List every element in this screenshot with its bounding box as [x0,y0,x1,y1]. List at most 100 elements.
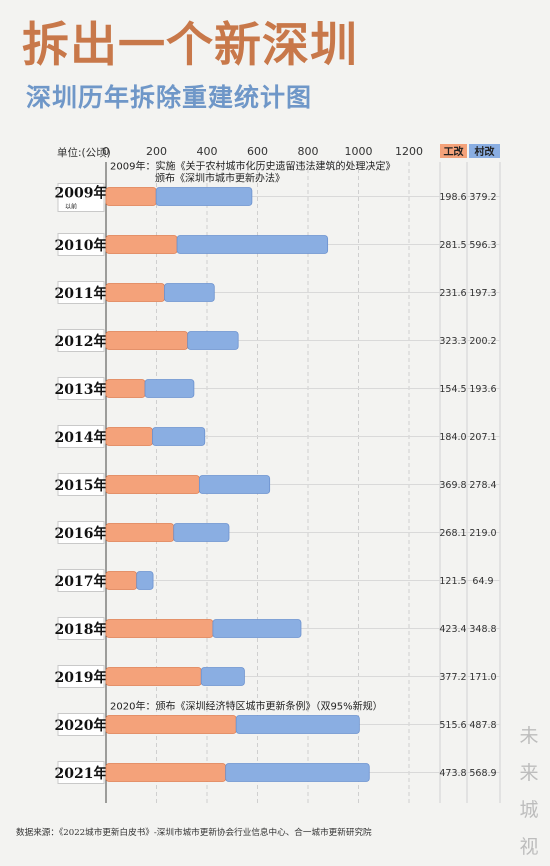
year-label-box [57,233,105,256]
year-label-box [57,281,105,304]
legend-swatch-village [469,144,500,158]
value-label-village: 278.4 [469,480,496,491]
value-label-industrial: 369.8 [439,480,466,491]
year-label: 2011年 [55,285,108,302]
x-tick-label: 1000 [345,145,373,158]
annotation-text: 颁布《深圳市城市更新办法》 [155,172,285,185]
value-label-village: 487.8 [469,720,496,731]
annotation-text: 2020年：颁布《深圳经济特区城市更新条例》（双95%新规） [110,700,383,713]
year-label-box [57,761,105,784]
bar-industrial [105,667,202,686]
value-label-village: 200.2 [469,336,496,347]
legend-label: 村改 [475,145,496,158]
value-label-village: 379.2 [469,192,496,203]
value-label-village: 219.0 [469,528,496,539]
value-label-village: 348.8 [469,624,496,635]
value-label-industrial: 473.8 [439,768,466,779]
year-label-box [57,713,105,736]
bar-village [212,619,302,638]
year-label: 2019年 [55,669,108,686]
bar-village [176,235,329,254]
year-label: 2017年 [55,573,108,590]
x-tick-label: 400 [197,145,218,158]
x-tick-label: 0 [103,145,110,158]
bar-village [225,763,370,782]
bar-village [136,571,154,590]
bar-industrial [105,523,175,542]
year-label: 2016年 [55,525,108,542]
chart-title: 拆出一个新深圳 [22,18,358,73]
x-tick-label: 600 [247,145,268,158]
bar-industrial [105,379,146,398]
x-tick-label: 200 [146,145,167,158]
bar-industrial [105,619,214,638]
value-label-village: 207.1 [469,432,496,443]
year-label: 2013年 [55,381,108,398]
year-label-box [57,665,105,688]
value-label-industrial: 184.0 [439,432,466,443]
year-label-box [57,617,105,640]
brand-char: 未 [519,725,539,747]
year-label: 2012年 [55,333,108,350]
year-label-box [57,183,105,212]
year-label-box [57,377,105,400]
value-label-industrial: 154.5 [439,384,466,395]
year-label-box [57,329,105,352]
value-label-industrial: 268.1 [439,528,466,539]
value-label-industrial: 377.2 [439,672,466,683]
bar-industrial [105,235,178,254]
value-label-industrial: 121.5 [439,576,466,587]
year-sublabel: 以前 [65,203,77,211]
value-label-village: 197.3 [469,288,496,299]
year-label-box [57,473,105,496]
bar-village [198,475,271,494]
unit-label: 单位:(公顷) [57,147,111,159]
bar-village [152,427,206,446]
year-label: 2009年 [55,185,108,202]
year-label-box [57,425,105,448]
brand-watermark: 未 来 城 视 [519,718,539,866]
year-label: 2018年 [55,621,108,638]
bar-village [235,715,360,734]
bar-industrial [105,187,157,206]
value-label-village: 193.6 [469,384,496,395]
value-label-industrial: 515.6 [439,720,466,731]
year-label: 2010年 [55,237,108,254]
legend-label: 工改 [444,145,465,158]
bar-village [173,523,230,542]
bar-industrial [105,763,227,782]
x-tick-label: 1200 [395,145,423,158]
value-label-industrial: 231.6 [439,288,466,299]
bar-village [200,667,245,686]
bar-industrial [105,571,138,590]
bar-industrial [105,427,153,446]
bar-village [187,331,239,350]
year-label: 2021年 [55,765,108,782]
annotation-text: 2009年：实施《关于农村城市化历史遗留违法建筑的处理决定》 [110,160,395,173]
value-label-industrial: 198.6 [439,192,466,203]
year-label-box [57,521,105,544]
bar-village [155,187,253,206]
chart-subtitle: 深圳历年拆除重建统计图 [26,83,313,112]
year-label: 2014年 [55,429,108,446]
value-label-industrial: 423.4 [439,624,466,635]
value-label-industrial: 323.3 [439,336,466,347]
data-source: 数据来源：《2022城市更新白皮书》-深圳市城市更新协会行业信息中心、合一城市更… [16,828,372,838]
legend-swatch-industrial [440,144,467,158]
year-label-box [57,569,105,592]
value-label-industrial: 281.5 [439,240,466,251]
bar-village [164,283,215,302]
value-label-village: 568.9 [469,768,496,779]
bar-industrial [105,475,200,494]
bar-village [144,379,195,398]
value-label-village: 171.0 [469,672,496,683]
year-label: 2015年 [55,477,108,494]
brand-char: 来 [519,762,539,784]
bar-industrial [105,283,165,302]
value-label-village: 64.9 [472,576,493,587]
x-tick-label: 800 [298,145,319,158]
year-label: 2020年 [55,717,108,734]
value-label-village: 596.3 [469,240,496,251]
bar-industrial [105,331,189,350]
